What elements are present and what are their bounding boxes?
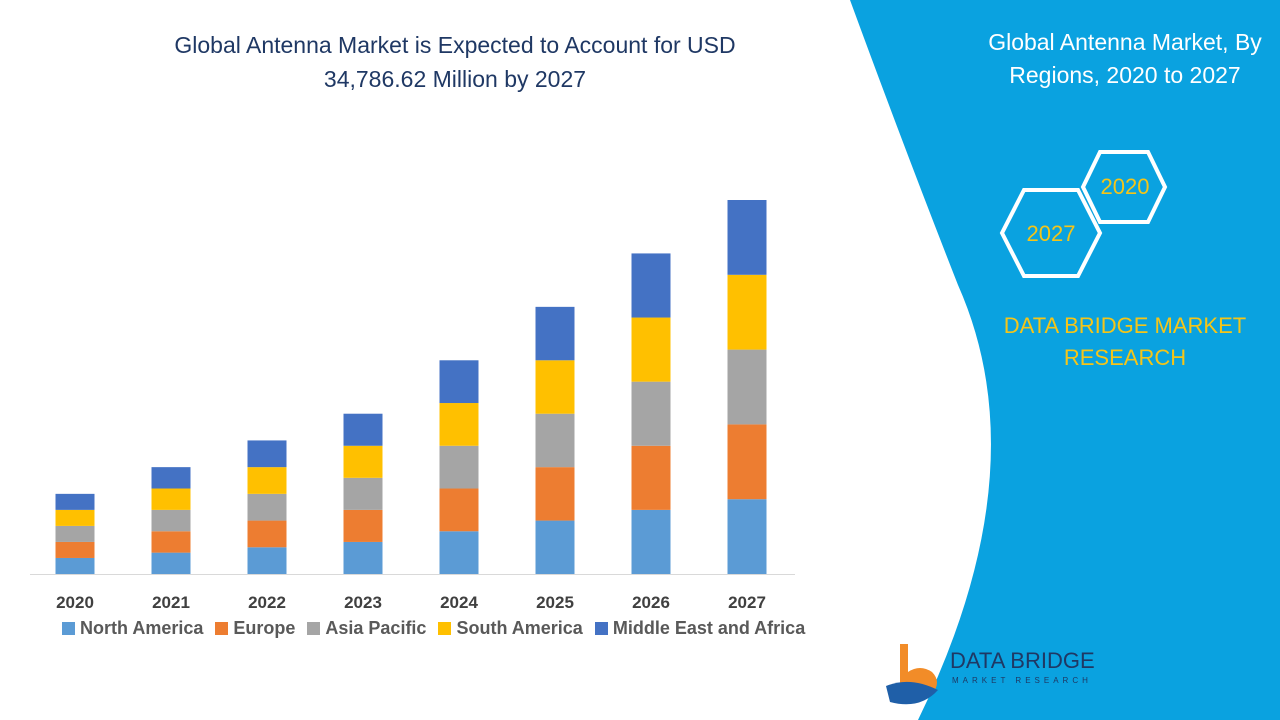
bar-segment <box>247 493 287 521</box>
brand-line-1: DATA BRIDGE MARKET <box>1003 313 1247 338</box>
bar-segment <box>535 306 575 361</box>
bar-segment <box>631 317 671 382</box>
bar-segment <box>343 541 383 574</box>
legend-item: Asia Pacific <box>307 618 426 639</box>
bar-segment <box>535 520 575 574</box>
bar-segment <box>151 467 191 489</box>
x-tick-label: 2024 <box>440 593 478 612</box>
bar-segment <box>151 488 191 510</box>
chart-legend: North America Europe Asia Pacific South Ame… <box>62 616 817 640</box>
bar-segment <box>247 547 287 574</box>
company-logo-icon <box>886 644 938 705</box>
brand-text: DATA BRIDGE MARKET RESEARCH <box>985 310 1265 374</box>
legend-label: South America <box>456 617 583 638</box>
logo-text: DATA BRIDGE <box>950 648 1095 673</box>
legend-swatch <box>62 621 75 635</box>
hexagon-2020 <box>1080 150 1168 224</box>
bar-segment <box>631 509 671 574</box>
bar-segment <box>727 200 767 275</box>
legend-item: Middle East and Africa <box>594 617 806 639</box>
bar-segment <box>55 509 95 526</box>
right-panel-title: Global Antenna Market, By Regions, 2020 … <box>988 29 1262 88</box>
bar-segment <box>727 424 767 500</box>
bar-segment <box>151 531 191 553</box>
x-tick-label: 2026 <box>632 593 670 612</box>
bar-segment <box>343 413 383 446</box>
bar-segment <box>631 445 671 510</box>
bar-segment <box>631 253 671 318</box>
bar-segment <box>727 274 767 350</box>
bar-segment <box>535 413 575 468</box>
bar-segment <box>535 467 575 521</box>
x-tick-label: 2027 <box>728 593 766 612</box>
bar-segment <box>631 381 671 446</box>
x-tick-label: 2023 <box>344 593 382 612</box>
bar-segment <box>151 509 191 532</box>
chart-title: Global Antenna Market is Expected to Acc… <box>174 32 736 92</box>
x-tick-label: 2025 <box>536 593 574 612</box>
bar-segment <box>343 445 383 478</box>
bar-segment <box>151 552 191 574</box>
logo-subtext: MARKET RESEARCH <box>952 676 1092 685</box>
bar-segment <box>55 493 95 510</box>
x-tick-label: 2020 <box>56 593 94 612</box>
bar-segment <box>439 403 479 446</box>
legend-item: South America <box>438 617 583 639</box>
legend-label: Europe <box>233 617 296 638</box>
bar-segment <box>55 525 95 542</box>
bar-segment <box>247 520 287 548</box>
brand-line-2: RESEARCH <box>1063 345 1187 370</box>
bar-segment <box>343 477 383 510</box>
bar-segment <box>247 467 287 494</box>
legend-swatch <box>307 621 321 635</box>
legend-swatch <box>215 621 229 635</box>
bar-segment <box>535 360 575 414</box>
legend-swatch <box>594 621 608 635</box>
x-tick-label: 2021 <box>152 593 190 612</box>
hex-label-2027: 2027 <box>1026 221 1076 246</box>
bar-segment <box>727 349 767 425</box>
bar-segment <box>439 360 479 404</box>
right-panel-shape <box>850 0 1280 720</box>
bar-segment <box>727 499 767 574</box>
hex-label-2020: 2020 <box>1100 174 1150 199</box>
bar-segment <box>439 531 479 574</box>
legend-label: Middle East and Africa <box>612 617 806 638</box>
hexagon-2027 <box>999 188 1103 278</box>
bar-segment <box>439 445 479 489</box>
x-tick-label: 2022 <box>248 593 286 612</box>
bar-segment <box>55 541 95 558</box>
legend-label: Asia Pacific <box>325 617 427 638</box>
stacked-bar-chart: 2020 2021 2022 2023 2024 2025 2026 2027 <box>30 200 795 612</box>
legend-item: North America <box>62 618 203 639</box>
bar-segment <box>55 557 95 574</box>
bar-segment <box>343 509 383 542</box>
bar-segment <box>247 440 287 468</box>
legend-label: North America <box>80 617 204 638</box>
legend-item: Europe <box>215 618 295 639</box>
legend-swatch <box>438 621 452 635</box>
bar-segment <box>439 488 479 532</box>
